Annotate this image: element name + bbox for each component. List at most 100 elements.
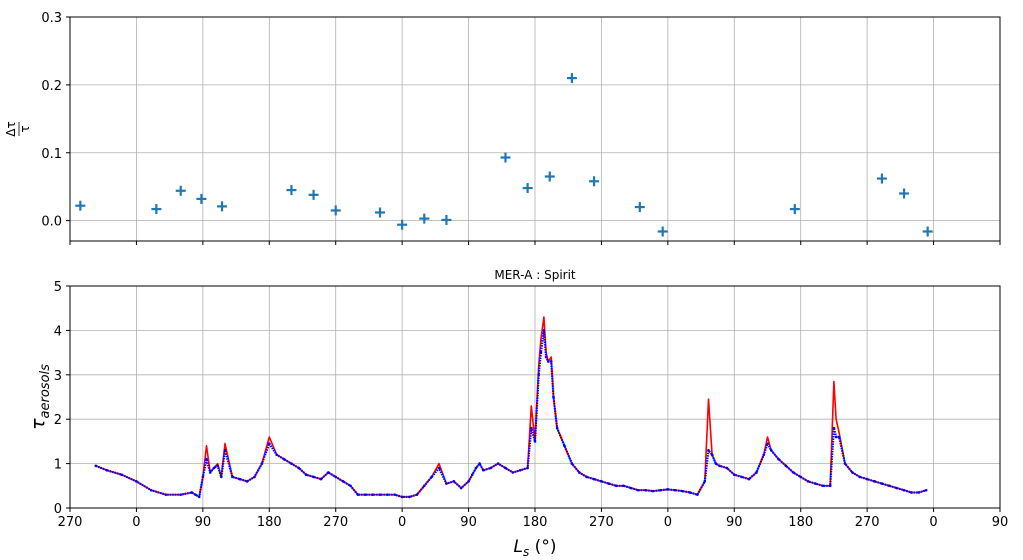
series-points-blue (95, 329, 927, 498)
data-point-marker (589, 176, 600, 187)
bottom-ytick-label: 5 (54, 280, 62, 295)
blue-data-point (205, 457, 208, 461)
blue-data-point (910, 491, 913, 494)
blue-data-point (784, 464, 788, 468)
blue-data-point (445, 482, 448, 485)
blue-data-point (614, 484, 618, 488)
blue-data-point (766, 442, 769, 445)
blue-data-point (400, 495, 404, 499)
bottom-xtick-label: 270 (589, 515, 614, 530)
blue-data-point (651, 489, 655, 493)
blue-data-point (600, 480, 603, 483)
blue-data-point (710, 453, 714, 457)
blue-data-point (637, 488, 640, 492)
data-point-marker (657, 226, 668, 237)
bottom-xtick-label: 270 (855, 515, 880, 530)
bottom-x-axis-label: Ls (°) (514, 537, 557, 559)
data-point-marker (441, 214, 452, 225)
blue-data-point (378, 493, 382, 496)
blue-data-point (482, 468, 485, 472)
top-x-ticks (69, 241, 1001, 245)
blue-data-point (552, 395, 555, 399)
data-point-marker (634, 202, 645, 213)
blue-data-point (386, 493, 389, 496)
blue-data-point (659, 488, 662, 492)
data-point-marker (330, 205, 341, 216)
bottom-xtick-label: 270 (323, 515, 348, 530)
blue-data-point (201, 475, 205, 479)
blue-data-point (880, 482, 884, 485)
bottom-ytick-label: 2 (54, 413, 62, 428)
blue-data-point (415, 493, 419, 496)
bottom-xtick-label: 90 (992, 515, 1009, 530)
top-ytick-label: 0.2 (41, 79, 62, 94)
blue-data-point (673, 488, 677, 492)
blue-data-point (312, 475, 315, 479)
bottom-xtick-label: 0 (929, 515, 937, 530)
blue-data-point (363, 493, 367, 496)
xlabel-sub: s (523, 545, 529, 559)
blue-data-point (164, 493, 168, 496)
xlabel-main: L (514, 537, 523, 557)
blue-data-point (212, 466, 216, 470)
blue-data-point (408, 495, 411, 499)
blue-data-point (341, 480, 345, 483)
blue-data-point (304, 473, 308, 477)
blue-data-point (806, 480, 810, 483)
ylabel-main: τ (27, 418, 49, 430)
blue-data-point (843, 462, 847, 465)
blue-data-point (873, 480, 876, 483)
blue-data-point (530, 426, 533, 430)
blue-data-point (828, 484, 832, 488)
blue-data-point (422, 484, 426, 488)
xlabel-unit: (°) (529, 537, 556, 557)
blue-data-point (666, 488, 670, 491)
top-ytick-label: 0.0 (41, 215, 62, 230)
data-point-marker (544, 171, 555, 182)
data-point-marker (522, 183, 533, 194)
bottom-xtick-label: 180 (788, 515, 813, 530)
blue-data-point (220, 475, 223, 479)
blue-data-point (208, 471, 212, 474)
blue-data-point (917, 491, 921, 494)
blue-data-point (518, 468, 522, 472)
blue-data-point (688, 491, 692, 494)
blue-data-point (267, 442, 271, 445)
bottom-xtick-label: 0 (398, 515, 406, 530)
blue-data-point (769, 448, 773, 452)
bottom-xtick-label: 90 (726, 515, 743, 530)
blue-data-point (474, 466, 478, 470)
blue-data-point (231, 475, 234, 479)
blue-data-point (179, 493, 183, 496)
blue-data-point (94, 464, 98, 468)
bottom-xtick-label: 0 (664, 515, 672, 530)
blue-data-point (430, 475, 433, 479)
blue-data-point (327, 471, 330, 474)
series-line-red (95, 316, 927, 498)
blue-data-point (707, 448, 710, 452)
bottom-ytick-label: 3 (54, 369, 62, 384)
blue-data-point (851, 471, 854, 474)
data-point-marker (922, 226, 933, 237)
blue-data-point (452, 480, 456, 483)
blue-data-point (533, 440, 537, 443)
blue-data-point (349, 484, 352, 488)
blue-data-point (747, 477, 751, 481)
bottom-gridlines (70, 285, 1001, 509)
blue-data-point (216, 464, 219, 468)
blue-data-point (924, 488, 928, 492)
blue-data-point (792, 471, 795, 474)
bottom-xtick-label: 0 (132, 515, 140, 530)
data-point-marker (375, 207, 385, 218)
blue-data-point (149, 488, 153, 492)
blue-data-point (887, 484, 891, 488)
blue-data-point (696, 493, 699, 496)
bottom-xtick-label: 90 (460, 515, 477, 530)
blue-data-point (467, 480, 470, 483)
blue-data-point (703, 480, 707, 483)
top-scatter-points (75, 73, 933, 237)
blue-data-point (644, 488, 648, 492)
data-point-marker (876, 173, 887, 184)
data-point-marker (175, 185, 186, 196)
